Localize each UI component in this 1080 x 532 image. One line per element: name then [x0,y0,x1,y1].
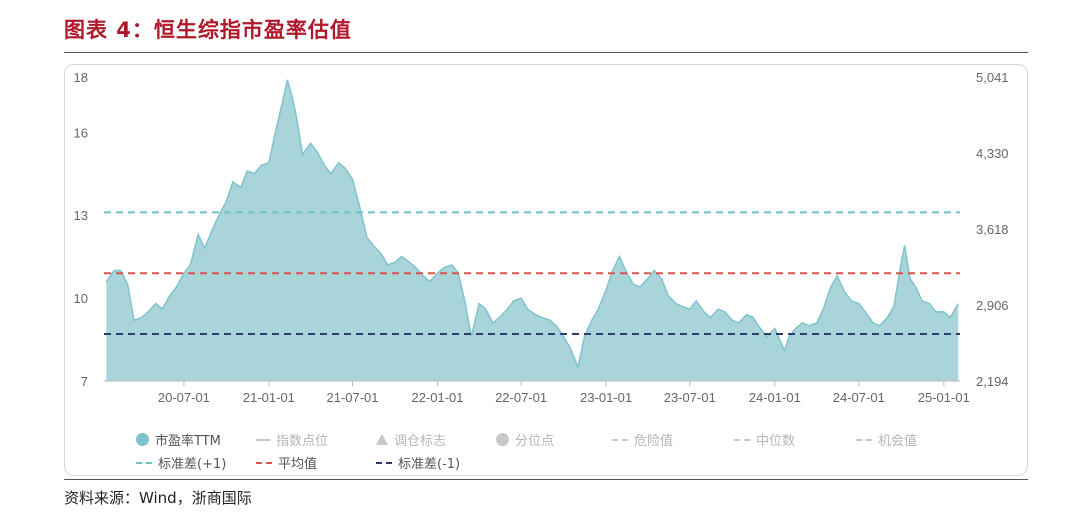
x-tick-label: 21-01-01 [243,390,295,405]
legend-label: 分位点 [515,434,555,449]
legend-item[interactable]: 危险值 [612,430,673,449]
x-tick-label: 20-07-01 [158,390,210,405]
legend-label: 调仓标志 [394,434,447,449]
legend-dot-icon [136,433,149,446]
legend-label: 市盈率TTM [155,434,221,449]
legend-label: 机会值 [878,434,918,449]
legend-item[interactable]: 分位点 [496,430,554,449]
x-tick-label: 21-07-01 [326,390,378,405]
legend-item[interactable]: 市盈率TTM [136,430,221,449]
legend-label: 中位数 [756,434,796,449]
legend-item[interactable]: 指数点位 [256,430,328,449]
legend-dash-icon [376,461,392,464]
legend-item[interactable]: 中位数 [734,430,795,449]
pe-chart: 7 10 13 16 18 2,194 2,906 3,618 4,330 5,041 20-07-… [74,70,1009,405]
legend-label: 标准差(+1) [158,457,227,472]
y-left-tick-label: 13 [74,208,88,223]
x-tick-label: 24-07-01 [833,390,885,405]
reference-lines [104,211,960,335]
title-rule [64,52,1028,53]
y-right-tick-label: 5,041 [976,70,1009,85]
legend-label: 平均值 [278,457,318,472]
legend-label: 标准差(-1) [398,457,461,472]
legend-dot-icon [496,433,509,446]
y-left-tick-label: 16 [74,125,88,140]
pe-line [105,79,959,370]
x-tick-label: 22-01-01 [411,390,463,405]
chart-frame [64,64,1028,476]
y-left-tick-label: 7 [81,374,88,389]
legend-dash-icon [256,461,272,464]
x-tick-label: 24-01-01 [749,390,801,405]
y-right-tick-label: 3,618 [976,222,1009,237]
chart-legend: 市盈率TTM 指数点位 调仓标志 分位点 危险值 中位数 机会值标准差(+1) 平均值 标准差(… [64,424,1028,472]
legend-dash-icon [612,438,628,441]
y-right-tick-label: 2,194 [976,374,1009,389]
x-tick-label: 25-01-01 [918,390,970,405]
chart-title: 图表 4：恒生综指市盈率估值 [64,18,352,42]
legend-item[interactable]: 标准差(-1) [376,453,460,472]
y-right-tick-label: 2,906 [976,298,1009,313]
legend-line-icon [256,438,270,441]
y-left-tick-label: 10 [74,291,88,306]
x-tick-label: 23-01-01 [580,390,632,405]
y-left-tick-label: 18 [74,70,88,85]
legend-label: 危险值 [634,434,674,449]
source-rule [64,479,1028,480]
y-right-tick-label: 4,330 [976,146,1009,161]
legend-triangle-icon [376,434,388,445]
legend-item[interactable]: 调仓标志 [376,430,446,449]
area-layer [105,79,959,382]
legend-item[interactable]: 标准差(+1) [136,453,226,472]
pe-area-fill [106,79,959,382]
source-note: 资料来源：Wind，浙商国际 [64,489,252,507]
legend-label: 指数点位 [276,434,329,449]
legend-dash-icon [734,438,750,441]
legend-dash-icon [136,461,152,464]
legend-item[interactable]: 机会值 [856,430,917,449]
axes: 7 10 13 16 18 2,194 2,906 3,618 4,330 5,041 20-07-… [74,70,1009,405]
legend-dash-icon [856,438,872,441]
legend-item[interactable]: 平均值 [256,453,317,472]
x-tick-label: 23-07-01 [664,390,716,405]
x-tick-label: 22-07-01 [495,390,547,405]
